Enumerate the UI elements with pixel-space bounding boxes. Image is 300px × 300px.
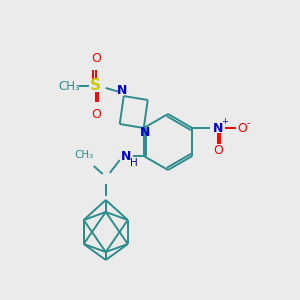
Text: S: S [90, 79, 101, 94]
Text: O: O [237, 122, 247, 134]
Text: H: H [130, 158, 138, 168]
Text: N: N [140, 127, 150, 140]
Text: O: O [91, 107, 101, 121]
Text: -: - [247, 118, 250, 128]
Text: N: N [117, 85, 127, 98]
Text: CH₃: CH₃ [74, 150, 93, 160]
Text: O: O [91, 52, 101, 64]
Text: CH₃: CH₃ [58, 80, 80, 92]
Text: O: O [213, 143, 223, 157]
Text: N: N [213, 122, 224, 134]
Text: N: N [121, 149, 131, 163]
Text: +: + [221, 118, 228, 127]
